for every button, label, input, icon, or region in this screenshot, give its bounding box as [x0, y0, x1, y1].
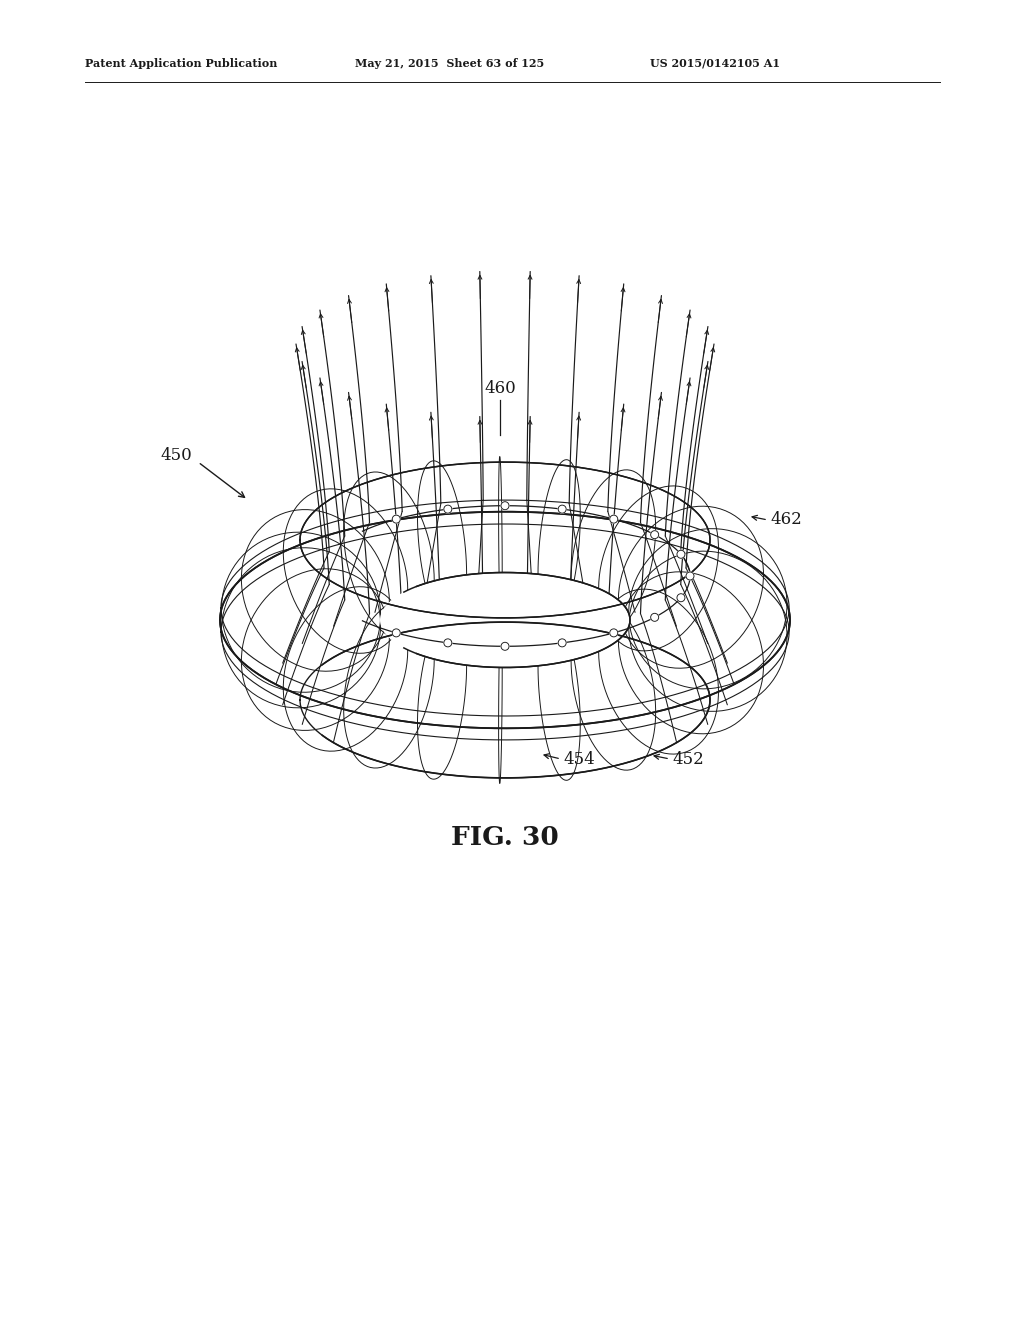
Polygon shape: [380, 573, 630, 668]
Text: May 21, 2015  Sheet 63 of 125: May 21, 2015 Sheet 63 of 125: [355, 58, 544, 69]
Circle shape: [686, 572, 694, 579]
Circle shape: [677, 550, 685, 558]
Text: 462: 462: [770, 511, 802, 528]
Circle shape: [443, 639, 452, 647]
Circle shape: [392, 628, 400, 636]
Circle shape: [443, 506, 452, 513]
Circle shape: [677, 594, 685, 602]
Circle shape: [558, 639, 566, 647]
Circle shape: [609, 515, 617, 523]
Circle shape: [650, 531, 658, 539]
Text: 452: 452: [672, 751, 703, 768]
Text: US 2015/0142105 A1: US 2015/0142105 A1: [650, 58, 780, 69]
Text: 454: 454: [563, 751, 595, 768]
Text: Patent Application Publication: Patent Application Publication: [85, 58, 278, 69]
Polygon shape: [220, 512, 790, 729]
Circle shape: [609, 628, 617, 636]
Text: FIG. 30: FIG. 30: [452, 825, 559, 850]
Text: 450: 450: [160, 446, 193, 463]
Circle shape: [558, 506, 566, 513]
Text: 460: 460: [484, 380, 516, 397]
Circle shape: [501, 502, 509, 510]
Circle shape: [501, 643, 509, 651]
Polygon shape: [380, 573, 630, 668]
Circle shape: [650, 614, 658, 622]
Circle shape: [392, 515, 400, 523]
